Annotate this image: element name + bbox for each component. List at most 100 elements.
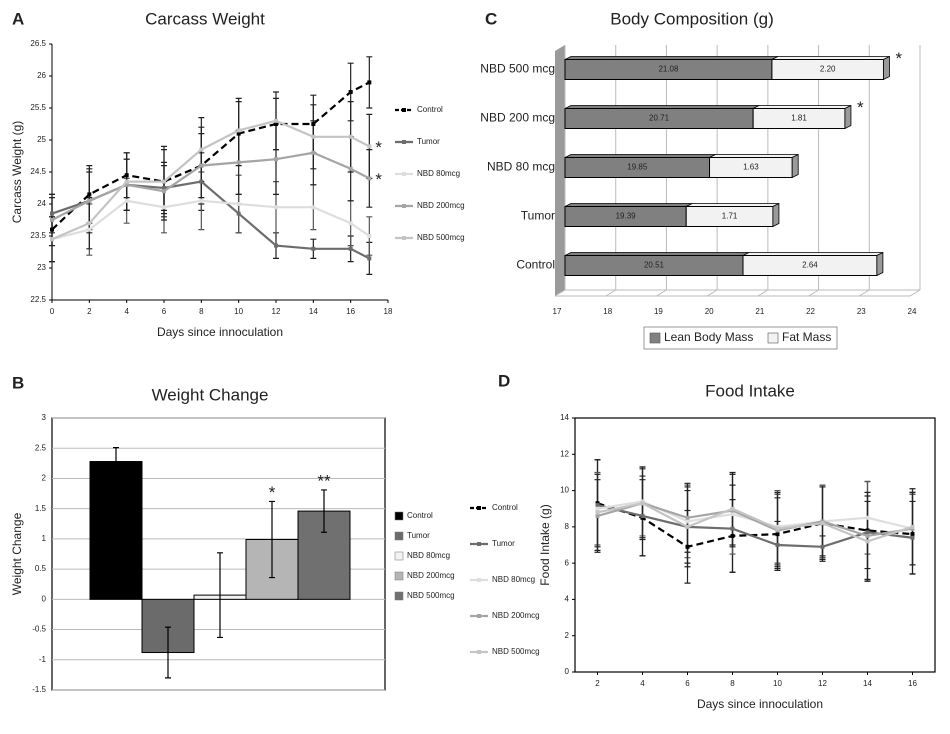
back-wall	[555, 45, 565, 296]
point	[910, 524, 915, 529]
point	[348, 246, 353, 251]
legend-swatch	[394, 591, 404, 601]
legend-label: NBD 200mcg	[492, 611, 540, 620]
point	[162, 179, 166, 184]
value-label: 20.71	[649, 114, 670, 123]
point	[162, 205, 166, 210]
y-tick-label: 26	[37, 71, 46, 80]
point	[236, 131, 241, 136]
y-axis-label: Carcass Weight (g)	[10, 121, 24, 223]
legend-label: Control	[407, 511, 433, 520]
x-tick-label: 16	[908, 679, 917, 688]
category-label: Control	[516, 258, 555, 272]
y-tick-label: 12	[560, 449, 569, 458]
annotation: *	[857, 98, 864, 117]
y-tick-label: -1.5	[32, 685, 46, 694]
floor-line	[656, 289, 667, 297]
point	[87, 227, 92, 232]
category-label: Tumor	[521, 209, 555, 223]
point	[87, 192, 92, 197]
legend-label: NBD 80mcg	[407, 551, 450, 560]
legend-marker	[402, 172, 406, 176]
point	[865, 530, 870, 535]
legend-label: Lean Body Mass	[664, 330, 753, 344]
point	[199, 198, 204, 203]
legend-label: Tumor	[492, 539, 515, 548]
point	[311, 122, 316, 126]
point	[236, 160, 241, 165]
point	[311, 134, 316, 139]
point	[199, 163, 204, 168]
y-tick-label: 25	[37, 135, 46, 144]
legend-frame	[643, 326, 838, 350]
point	[595, 513, 600, 518]
x-tick-label: 4	[124, 307, 129, 316]
category-label: NBD 80 mcg	[487, 160, 555, 174]
point	[124, 182, 129, 187]
y-axis-label: Food Intake (g)	[538, 504, 552, 585]
legend-swatch	[394, 551, 404, 561]
point	[348, 134, 353, 139]
point	[730, 512, 735, 517]
point	[775, 543, 780, 547]
value-label: 2.64	[802, 261, 818, 270]
legend-label: Control	[492, 503, 518, 512]
y-tick-label: 2	[42, 474, 47, 483]
point	[50, 211, 54, 216]
legend-marker	[477, 614, 481, 618]
series-line	[51, 151, 370, 221]
point	[162, 186, 166, 190]
point	[730, 526, 735, 531]
x-tick-label: 14	[863, 679, 872, 688]
point	[685, 515, 690, 520]
panel-letter: A	[12, 9, 24, 28]
point	[367, 176, 372, 181]
point	[865, 539, 870, 544]
legend-label: Tumor	[417, 137, 440, 146]
point	[50, 237, 54, 242]
series-line	[51, 119, 370, 241]
value-label: 19.39	[616, 212, 637, 221]
legend-label: NBD 500mcg	[417, 233, 465, 242]
error-bar	[321, 489, 327, 533]
x-tick-label: 4	[640, 679, 645, 688]
point	[274, 118, 278, 123]
y-tick-label: 25.5	[30, 103, 46, 112]
x-tick-label: 18	[603, 307, 612, 316]
point	[367, 144, 372, 149]
annotation: *	[375, 138, 382, 157]
value-label: 19.85	[627, 163, 648, 172]
category-label: NBD 200 mcg	[480, 111, 555, 125]
x-tick-label: 6	[162, 307, 167, 316]
series-line	[597, 502, 913, 548]
bar-end	[876, 251, 884, 277]
chart-title: Carcass Weight	[145, 9, 265, 28]
point	[311, 150, 316, 155]
x-tick-label: 16	[346, 307, 355, 316]
x-tick-label: 0	[50, 307, 55, 316]
x-tick-label: 8	[730, 679, 735, 688]
legend-swatch	[394, 571, 404, 581]
y-tick-label: 23	[37, 263, 46, 272]
y-tick-label: 23.5	[30, 231, 46, 240]
legend-marker	[477, 650, 481, 654]
series-line	[597, 502, 913, 543]
point	[124, 198, 129, 203]
point	[595, 510, 600, 515]
point	[50, 218, 54, 222]
category-label: NBD 500 mcg	[480, 62, 555, 76]
x-tick-label: 6	[685, 679, 690, 688]
point	[730, 506, 735, 511]
y-tick-label: 4	[565, 595, 570, 604]
point	[236, 128, 241, 133]
legend-swatch	[394, 531, 404, 541]
x-tick-label: 2	[87, 307, 92, 316]
point	[685, 519, 690, 524]
value-label: 1.81	[791, 114, 807, 123]
x-tick-label: 10	[234, 307, 243, 316]
legend-label: NBD 200mcg	[417, 201, 465, 210]
y-tick-label: 0	[565, 667, 570, 676]
bar-end	[791, 153, 799, 179]
y-tick-label: 3	[42, 413, 47, 422]
